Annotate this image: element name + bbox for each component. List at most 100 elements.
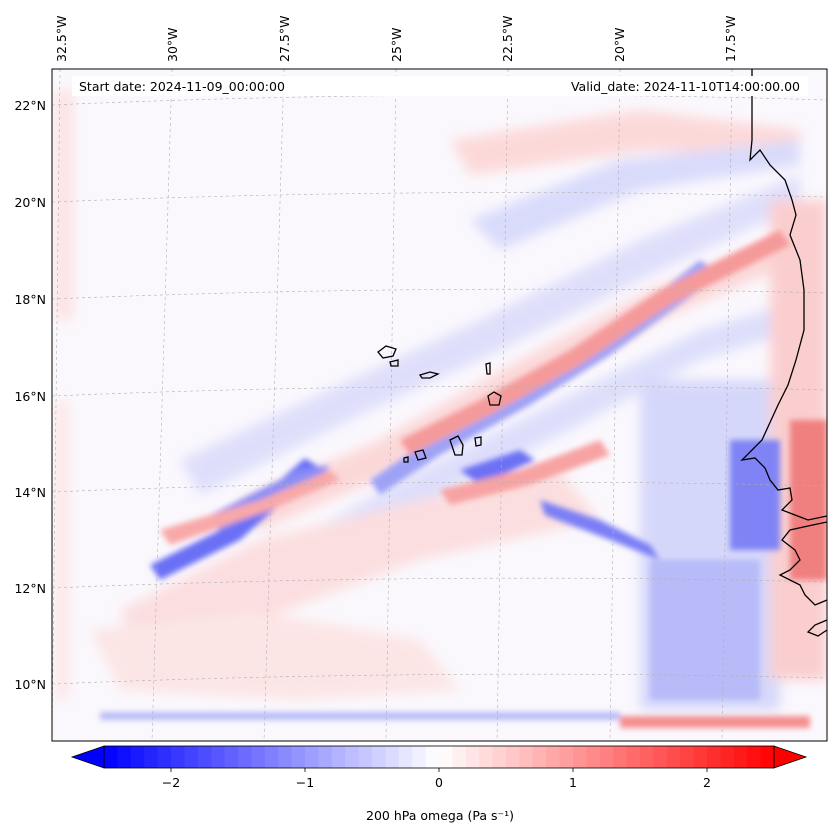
- colorbar-cell: [144, 746, 159, 768]
- field-streak-red-a: [160, 470, 340, 545]
- lat-labels: 22°N 20°N 18°N 16°N 14°N 12°N 10°N: [14, 98, 46, 692]
- colorbar-cell: [546, 746, 561, 768]
- colorbar-cell: [104, 746, 118, 768]
- colorbar-cell: [680, 746, 695, 768]
- date-header-box: [72, 76, 808, 96]
- colorbar-cell: [224, 746, 239, 768]
- field-patch-west-red: [55, 90, 73, 320]
- colorbar-cell: [707, 746, 721, 768]
- map-panel: Start date: 2024-11-09_00:00:00 Valid_da…: [14, 16, 828, 742]
- lat-label-16n: 16°N: [14, 389, 46, 404]
- colorbar-cell: [653, 746, 668, 768]
- gridlines: [52, 69, 827, 741]
- field-streak-blue-d: [460, 450, 535, 485]
- field-south-blue-strip: [100, 712, 620, 720]
- lon-labels: 32.5°W 30°W 27.5°W 25°W 22.5°W 20°W 17.5…: [54, 16, 738, 62]
- field-band-north-red: [450, 110, 800, 175]
- colorbar-tick-label: 0: [435, 775, 443, 790]
- colorbar-cell: [559, 746, 574, 768]
- colorbar-cell: [519, 746, 534, 768]
- field-band-north-blue: [470, 140, 800, 250]
- colorbar-cell: [412, 746, 427, 768]
- colorbar-cell: [211, 746, 226, 768]
- colorbar-cell: [599, 746, 614, 768]
- field-east-blue-core: [730, 440, 780, 550]
- island-sao-nicolau: [418, 371, 440, 379]
- colorbar-cell: [573, 746, 587, 768]
- colorbar-cell: [693, 746, 708, 768]
- colorbar-tick-label: 1: [569, 775, 577, 790]
- colorbar-cell: [626, 746, 641, 768]
- colorbar-cell: [130, 746, 145, 768]
- colorbar-cell: [385, 746, 400, 768]
- field-streak-red-c: [400, 230, 790, 455]
- colorbar-cell: [425, 746, 440, 768]
- colorbar-extend-low: [70, 745, 105, 769]
- colorbar-cell: [157, 746, 172, 768]
- colorbar-cell: [331, 746, 346, 768]
- lon-label-27-5w: 27.5°W: [277, 16, 292, 62]
- colorbar-cell: [613, 746, 628, 768]
- colorbar-cell: [305, 746, 319, 768]
- colorbar-cell: [747, 746, 762, 768]
- colorbar-cell: [506, 746, 520, 768]
- colorbar-cell: [586, 746, 601, 768]
- colorbar-cell: [720, 746, 735, 768]
- field-band-south-red: [90, 610, 460, 700]
- colorbar-cell: [398, 746, 413, 768]
- colorbar-cell: [184, 746, 199, 768]
- lon-label-25w: 25°W: [389, 27, 404, 62]
- colorbar-cell: [358, 746, 373, 768]
- island-sal: [485, 362, 491, 375]
- colorbar-cell: [238, 746, 252, 768]
- island-brava: [403, 456, 409, 463]
- colorbar-cell: [640, 746, 654, 768]
- colorbar-cell: [372, 746, 386, 768]
- lat-label-18n: 18°N: [14, 292, 46, 307]
- lon-label-22-5w: 22.5°W: [500, 16, 515, 62]
- lon-label-20w: 20°W: [612, 27, 627, 62]
- island-santiago: [449, 435, 464, 456]
- colorbar-tick-label: 2: [703, 775, 711, 790]
- field-band-diag-blue-1: [180, 175, 800, 495]
- map-frame: [51, 68, 828, 742]
- colorbar-cell: [264, 746, 279, 768]
- island-boa-vista: [487, 391, 502, 406]
- colorbar-cell: [532, 746, 547, 768]
- lon-label-32-5w: 32.5°W: [54, 16, 69, 62]
- colorbar-cell: [291, 746, 306, 768]
- lat-label-14n: 14°N: [14, 485, 46, 500]
- colorbar-label: 200 hPa omega (Pa s⁻¹): [366, 808, 514, 823]
- colorbar-cell: [492, 746, 507, 768]
- colorbar-cell: [345, 746, 360, 768]
- colorbar-cell: [171, 746, 185, 768]
- field-east-blue-south: [650, 560, 760, 700]
- colorbar-cell: [666, 746, 681, 768]
- colorbar-ticks: −2 −1 0 1 2: [162, 768, 711, 790]
- africa-coastline: [740, 69, 827, 637]
- colorbar-cell: [197, 746, 212, 768]
- lat-label-20n: 20°N: [14, 195, 46, 210]
- omega-field: [55, 90, 827, 728]
- start-date-label: Start date: 2024-11-09_00:00:00: [79, 79, 285, 94]
- field-patch-west-red-2: [55, 400, 69, 700]
- colorbar-cell: [251, 746, 266, 768]
- field-east-red-core: [790, 420, 827, 580]
- colorbar-cell: [760, 746, 775, 768]
- island-fogo: [414, 449, 427, 461]
- island-sao-vicente: [389, 359, 399, 367]
- lat-label-22n: 22°N: [14, 98, 46, 113]
- valid-date-label: Valid_date: 2024-11-10T14:00:00.00: [571, 79, 800, 94]
- colorbar-tick-label: −2: [162, 775, 180, 790]
- colorbar-cell: [318, 746, 333, 768]
- island-santo-antao: [377, 345, 397, 359]
- colorbar-cell: [733, 746, 748, 768]
- colorbar-cells: [104, 746, 775, 768]
- field-south-red-strip: [620, 716, 810, 728]
- lon-label-17-5w: 17.5°W: [723, 16, 738, 62]
- colorbar: −2 −1 0 1 2 200 hPa omega (Pa s⁻¹): [70, 745, 808, 823]
- lat-label-12n: 12°N: [14, 581, 46, 596]
- colorbar-cell: [452, 746, 467, 768]
- colorbar-cell: [117, 746, 132, 768]
- colorbar-cell: [465, 746, 480, 768]
